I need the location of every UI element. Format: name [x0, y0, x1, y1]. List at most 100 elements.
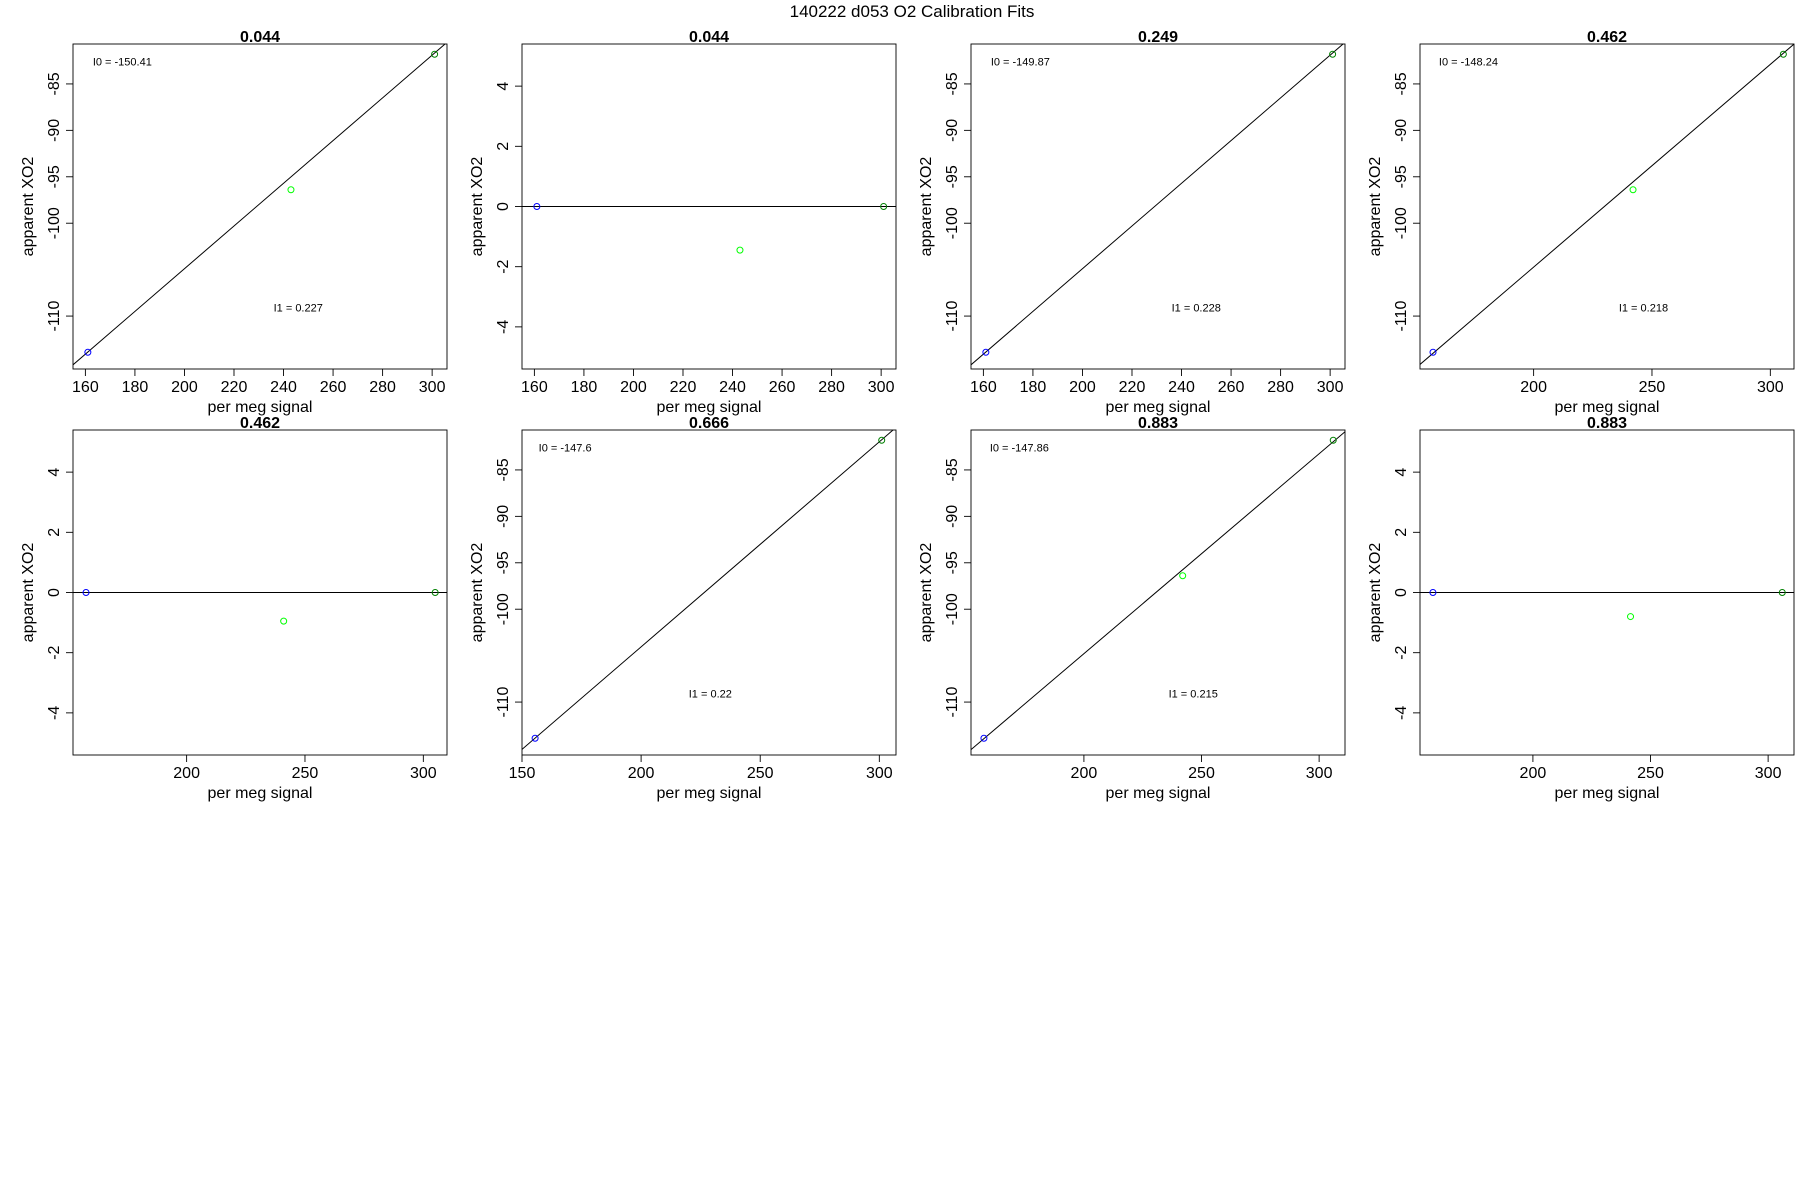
y-axis-label: apparent XO2 — [20, 157, 37, 257]
x-axis-label: per meg signal — [208, 785, 313, 802]
data-point — [533, 203, 541, 210]
y-tick-label: -85 — [944, 458, 961, 481]
panel-title: 0.883 — [1138, 415, 1178, 432]
x-tick-label: 260 — [1218, 379, 1245, 396]
x-tick-label: 200 — [1520, 765, 1547, 782]
plot-area — [73, 589, 447, 625]
panel-7: 0.883 200 250 300 per meg signal -85 -90 -95 -10… — [918, 415, 1346, 802]
panel-title: 0.462 — [1587, 29, 1627, 46]
fit-annotation: I0 = -147.86 — [990, 442, 1049, 454]
data-point — [1779, 50, 1787, 58]
x-tick-label: 250 — [1188, 765, 1215, 782]
y-tick-label: 2 — [1393, 528, 1410, 537]
y-tick-label: 0 — [1393, 588, 1410, 597]
fit-line — [73, 44, 446, 366]
plot-area — [971, 44, 1344, 366]
data-point — [531, 734, 539, 742]
y-axis-label: apparent XO2 — [469, 157, 486, 257]
x-tick-label: 300 — [866, 765, 893, 782]
panel-title: 0.044 — [240, 29, 280, 46]
data-point — [736, 246, 744, 254]
y-tick-label: 2 — [495, 142, 512, 151]
data-point — [1429, 589, 1437, 596]
y-axis-label: apparent XO2 — [20, 543, 37, 643]
data-point — [1179, 572, 1187, 580]
fit-annotation: I1 = 0.218 — [1619, 302, 1668, 314]
x-tick-label: 300 — [1755, 765, 1782, 782]
panel-3: 0.249 160 180 200 220 240 260 280 300 per meg sig… — [918, 29, 1346, 416]
y-tick-label: 2 — [46, 528, 63, 537]
panel-8: 0.883 200 250 300 per meg signal 4 2 0 -2 -4 appar… — [1367, 415, 1795, 802]
x-tick-label: 200 — [1071, 765, 1098, 782]
data-point — [880, 203, 888, 210]
fit-line — [1420, 44, 1794, 366]
data-point — [1627, 613, 1635, 621]
data-point — [982, 348, 990, 356]
x-tick-label: 200 — [171, 379, 198, 396]
y-tick-label: -110 — [944, 301, 961, 332]
x-tick-label: 180 — [571, 379, 598, 396]
y-axis-label: apparent XO2 — [1367, 157, 1384, 257]
x-tick-label: 240 — [1168, 379, 1195, 396]
y-tick-label: -110 — [46, 301, 63, 332]
y-axis-label: apparent XO2 — [469, 543, 486, 643]
y-tick-label: -4 — [1393, 706, 1410, 720]
plot-area — [971, 431, 1345, 751]
x-tick-label: 150 — [509, 765, 536, 782]
x-tick-label: 300 — [868, 379, 895, 396]
x-tick-label: 250 — [1637, 765, 1664, 782]
panel-5: 0.462 200 250 300 per meg signal 4 2 0 -2 -4 appar… — [20, 415, 448, 802]
y-tick-label: -4 — [495, 320, 512, 334]
x-axis-label: per meg signal — [1555, 785, 1660, 802]
y-axis-label: apparent XO2 — [1367, 543, 1384, 643]
x-axis-label: per meg signal — [1106, 399, 1211, 416]
fit-line — [971, 44, 1344, 366]
fit-annotation: I1 = 0.22 — [689, 688, 732, 700]
panel-title: 0.249 — [1138, 29, 1178, 46]
plot-area — [1420, 44, 1794, 366]
fit-annotation: I0 = -147.6 — [539, 442, 592, 454]
x-tick-label: 300 — [1757, 379, 1784, 396]
plot-frame — [970, 43, 1346, 370]
data-point — [1329, 50, 1337, 58]
data-point — [287, 186, 295, 194]
y-tick-label: -90 — [495, 505, 512, 528]
x-tick-label: 280 — [369, 379, 396, 396]
y-tick-label: -100 — [944, 207, 961, 239]
y-tick-label: -110 — [944, 687, 961, 718]
y-tick-label: 4 — [1393, 468, 1410, 477]
fit-annotation: I0 = -148.24 — [1439, 56, 1498, 68]
y-tick-label: -95 — [1393, 165, 1410, 188]
plot-frame — [521, 429, 897, 756]
data-point — [280, 617, 288, 625]
data-point — [878, 436, 886, 444]
y-tick-label: -90 — [46, 119, 63, 142]
x-tick-label: 160 — [970, 379, 997, 396]
panel-title: 0.044 — [689, 29, 729, 46]
y-tick-label: -95 — [944, 551, 961, 574]
y-tick-label: -95 — [46, 165, 63, 188]
x-tick-label: 250 — [1639, 379, 1666, 396]
y-tick-label: -95 — [944, 165, 961, 188]
y-tick-label: -2 — [46, 645, 63, 659]
x-tick-label: 200 — [1520, 379, 1547, 396]
x-tick-label: 280 — [818, 379, 845, 396]
y-tick-label: -4 — [46, 706, 63, 720]
x-axis-label: per meg signal — [657, 399, 762, 416]
x-axis-label: per meg signal — [1555, 399, 1660, 416]
fit-line — [971, 431, 1345, 751]
plot-area — [522, 430, 894, 751]
x-tick-label: 180 — [122, 379, 149, 396]
x-tick-label: 200 — [628, 765, 655, 782]
y-tick-label: -100 — [495, 593, 512, 625]
y-tick-label: -100 — [944, 593, 961, 625]
x-tick-label: 160 — [72, 379, 99, 396]
y-tick-label: -85 — [1393, 72, 1410, 95]
x-tick-label: 160 — [521, 379, 548, 396]
y-tick-label: 0 — [46, 588, 63, 597]
x-tick-label: 240 — [270, 379, 297, 396]
x-tick-label: 240 — [719, 379, 746, 396]
panel-title: 0.883 — [1587, 415, 1627, 432]
